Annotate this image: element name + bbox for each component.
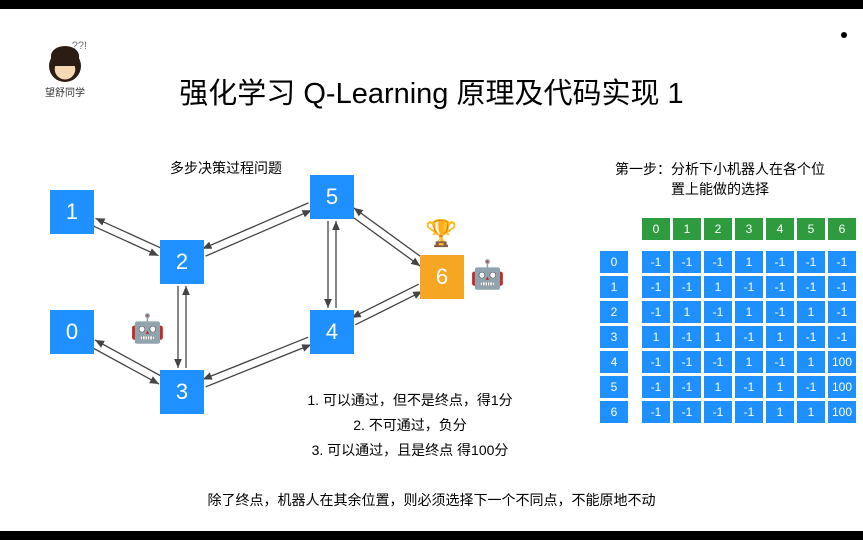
rtable-cell: 1 [735, 351, 763, 373]
reward-table: 01234560-1-1-11-1-1-11-1-11-1-1-1-12-11-… [600, 218, 856, 426]
rtable-cell: -1 [704, 301, 732, 323]
rtable-row-header: 1 [600, 276, 628, 298]
subtitle-left: 多步决策过程问题 [170, 158, 282, 178]
rtable-col-header: 6 [828, 218, 856, 240]
rtable-cell: -1 [704, 351, 732, 373]
rtable-cell: -1 [673, 276, 701, 298]
rtable-cell: -1 [673, 401, 701, 423]
graph-node-6: 6 [420, 255, 464, 299]
rtable-cell: 1 [766, 376, 794, 398]
rtable-cell: 100 [828, 351, 856, 373]
rtable-cell: -1 [642, 276, 670, 298]
rtable-cell: -1 [735, 401, 763, 423]
rtable-cell: 1 [766, 326, 794, 348]
corner-dot [841, 32, 847, 38]
rtable-cell: 1 [766, 401, 794, 423]
rtable-col-header: 2 [704, 218, 732, 240]
rtable-cell: -1 [642, 401, 670, 423]
bottom-bar [0, 531, 863, 540]
rtable-row-header: 3 [600, 326, 628, 348]
rtable-cell: -1 [828, 251, 856, 273]
rtable-cell: 1 [704, 376, 732, 398]
rtable-cell: -1 [797, 251, 825, 273]
rtable-cell: -1 [797, 376, 825, 398]
rule-1: 1. 可以通过，但不是终点，得1分 [280, 388, 540, 413]
subtitle-right: 第一步：分析下小机器人在各个位置上能做的选择 [610, 160, 830, 199]
rtable-cell: -1 [828, 276, 856, 298]
robot-icon: 🤖 [130, 312, 165, 345]
rtable-cell: -1 [673, 351, 701, 373]
rtable-cell: 1 [797, 401, 825, 423]
graph-node-2: 2 [160, 240, 204, 284]
rtable-cell: 100 [828, 401, 856, 423]
rtable-cell: 1 [704, 326, 732, 348]
page-title: 强化学习 Q-Learning 原理及代码实现 1 [0, 70, 863, 112]
rtable-cell: -1 [797, 276, 825, 298]
rtable-cell: 1 [642, 326, 670, 348]
rtable-col-header: 5 [797, 218, 825, 240]
graph-node-5: 5 [310, 175, 354, 219]
rtable-row-header: 0 [600, 251, 628, 273]
rtable-cell: -1 [766, 251, 794, 273]
rule-2: 2. 不可通过，负分 [280, 413, 540, 438]
rtable-cell: 1 [735, 301, 763, 323]
rtable-row-header: 2 [600, 301, 628, 323]
rtable-cell: 100 [828, 376, 856, 398]
graph-node-3: 3 [160, 370, 204, 414]
rtable-cell: -1 [766, 276, 794, 298]
rtable-cell: -1 [673, 326, 701, 348]
trophy-icon: 🏆 [425, 218, 457, 249]
top-bar [0, 0, 863, 9]
rule-3: 3. 可以通过，且是终点 得100分 [280, 438, 540, 463]
rtable-cell: 1 [735, 251, 763, 273]
rtable-row-header: 6 [600, 401, 628, 423]
rtable-cell: -1 [642, 251, 670, 273]
rules-list: 1. 可以通过，但不是终点，得1分 2. 不可通过，负分 3. 可以通过，且是终… [280, 388, 540, 464]
rtable-cell: -1 [642, 376, 670, 398]
bottom-note: 除了终点，机器人在其余位置，则必须选择下一个不同点，不能原地不动 [0, 490, 863, 510]
rtable-cell: 1 [673, 301, 701, 323]
rtable-cell: 1 [797, 301, 825, 323]
rtable-cell: -1 [828, 301, 856, 323]
rtable-cell: 1 [797, 351, 825, 373]
rtable-row-header: 5 [600, 376, 628, 398]
rtable-cell: -1 [797, 326, 825, 348]
rtable-col-header: 1 [673, 218, 701, 240]
robot-goal-icon: 🤖 [470, 258, 505, 291]
rtable-row-header: 4 [600, 351, 628, 373]
rtable-cell: -1 [673, 251, 701, 273]
rtable-cell: -1 [704, 401, 732, 423]
rtable-col-header: 4 [766, 218, 794, 240]
rtable-col-header: 0 [642, 218, 670, 240]
graph-node-0: 0 [50, 310, 94, 354]
rtable-cell: 1 [704, 276, 732, 298]
rtable-cell: -1 [704, 251, 732, 273]
rtable-cell: -1 [735, 276, 763, 298]
rtable-cell: -1 [828, 326, 856, 348]
rtable-col-header: 3 [735, 218, 763, 240]
rtable-cell: -1 [673, 376, 701, 398]
graph-node-4: 4 [310, 310, 354, 354]
graph-node-1: 1 [50, 190, 94, 234]
rtable-cell: -1 [642, 351, 670, 373]
rtable-cell: -1 [642, 301, 670, 323]
rtable-cell: -1 [766, 351, 794, 373]
rtable-cell: -1 [766, 301, 794, 323]
rtable-cell: -1 [735, 326, 763, 348]
rtable-cell: -1 [735, 376, 763, 398]
